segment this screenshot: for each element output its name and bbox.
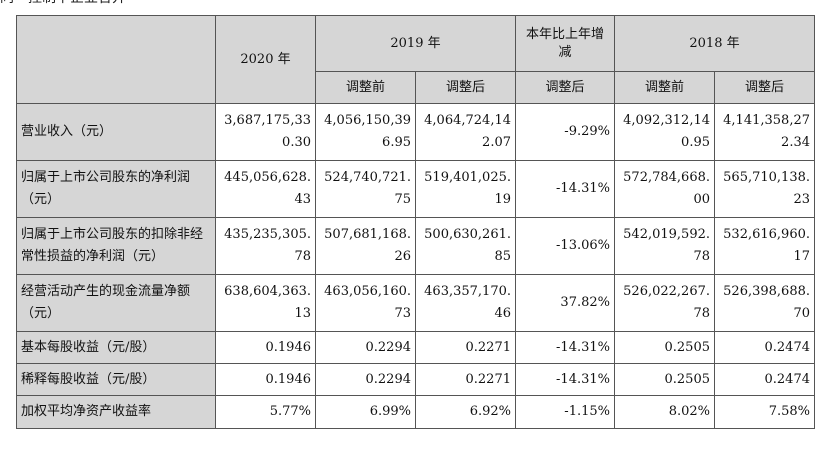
cell-2018-after: 7.58% (714, 395, 815, 429)
cell-2020: 445,056,628.43 (215, 160, 316, 218)
cell-change: -1.15% (515, 395, 615, 429)
table-row: 稀释每股收益（元/股） 0.1946 0.2294 0.2271 -14.31%… (16, 363, 815, 396)
header-label-corner (16, 15, 216, 104)
row-label: 经营活动产生的现金流量净额（元） (16, 274, 216, 332)
cell-2019-before: 0.2294 (315, 363, 416, 396)
table-row: 加权平均净资产收益率 5.77% 6.99% 6.92% -1.15% 8.02… (16, 395, 815, 429)
cell-2020: 5.77% (215, 395, 316, 429)
cell-2019-before: 507,681,168.26 (315, 217, 416, 275)
cell-2018-before: 0.2505 (614, 363, 715, 396)
cell-2020: 0.1946 (215, 363, 316, 396)
cell-2018-after: 4,141,358,272.34 (714, 103, 815, 161)
header-2018-before: 调整前 (614, 71, 715, 104)
header-2020: 2020 年 (215, 15, 316, 104)
header-2019: 2019 年 (315, 15, 516, 72)
table-row: 归属于上市公司股东的扣除非经常性损益的净利润（元） 435,235,305.78… (16, 217, 815, 275)
cell-2018-before: 8.02% (614, 395, 715, 429)
cell-change: 37.82% (515, 274, 615, 332)
cell-2018-before: 542,019,592.78 (614, 217, 715, 275)
cell-2019-after: 4,064,724,142.07 (415, 103, 516, 161)
section-caption: 同一控制下企业合并 (0, 0, 126, 8)
header-2018: 2018 年 (614, 15, 815, 72)
cell-change: -14.31% (515, 363, 615, 396)
cell-2020: 638,604,363.13 (215, 274, 316, 332)
header-2019-before: 调整前 (315, 71, 416, 104)
cell-2020: 3,687,175,330.30 (215, 103, 316, 161)
cell-2018-before: 572,784,668.00 (614, 160, 715, 218)
cell-2019-before: 524,740,721.75 (315, 160, 416, 218)
cell-2019-after: 6.92% (415, 395, 516, 429)
cell-change: -14.31% (515, 331, 615, 364)
cell-2020: 0.1946 (215, 331, 316, 364)
financial-summary-table: 2020 年 2019 年 本年比上年增减 2018 年 调整前 调整后 调整后… (16, 15, 815, 429)
row-label: 稀释每股收益（元/股） (16, 363, 216, 396)
header-2019-after: 调整后 (415, 71, 516, 104)
cell-change: -14.31% (515, 160, 615, 218)
table-row: 归属于上市公司股东的净利润（元） 445,056,628.43 524,740,… (16, 160, 815, 218)
cell-2019-after: 519,401,025.19 (415, 160, 516, 218)
table-row: 基本每股收益（元/股） 0.1946 0.2294 0.2271 -14.31%… (16, 331, 815, 364)
cell-2019-after: 0.2271 (415, 363, 516, 396)
cell-2018-after: 532,616,960.17 (714, 217, 815, 275)
cell-2020: 435,235,305.78 (215, 217, 316, 275)
cell-change: -13.06% (515, 217, 615, 275)
cell-2019-before: 0.2294 (315, 331, 416, 364)
cell-2018-after: 526,398,688.70 (714, 274, 815, 332)
row-label: 归属于上市公司股东的扣除非经常性损益的净利润（元） (16, 217, 216, 275)
cell-2018-before: 526,022,267.78 (614, 274, 715, 332)
cell-2018-before: 4,092,312,140.95 (614, 103, 715, 161)
cell-2018-before: 0.2505 (614, 331, 715, 364)
cell-2019-before: 4,056,150,396.95 (315, 103, 416, 161)
row-label: 加权平均净资产收益率 (16, 395, 216, 429)
cell-2019-before: 463,056,160.73 (315, 274, 416, 332)
table-row: 营业收入（元） 3,687,175,330.30 4,056,150,396.9… (16, 103, 815, 161)
cell-2019-after: 463,357,170.46 (415, 274, 516, 332)
cell-2019-after: 0.2271 (415, 331, 516, 364)
cell-2019-after: 500,630,261.85 (415, 217, 516, 275)
row-label: 基本每股收益（元/股） (16, 331, 216, 364)
header-row-1: 2020 年 2019 年 本年比上年增减 2018 年 (16, 15, 815, 104)
row-label: 营业收入（元） (16, 103, 216, 161)
cell-2018-after: 0.2474 (714, 331, 815, 364)
cell-2018-after: 565,710,138.23 (714, 160, 815, 218)
cell-2019-before: 6.99% (315, 395, 416, 429)
header-2018-after: 调整后 (714, 71, 815, 104)
header-row-2: 调整前 调整后 调整后 调整前 调整后 (17, 71, 815, 104)
header-change: 本年比上年增减 (515, 15, 615, 72)
cell-change: -9.29% (515, 103, 615, 161)
header-change-after: 调整后 (515, 71, 615, 104)
table-row: 经营活动产生的现金流量净额（元） 638,604,363.13 463,056,… (16, 274, 815, 332)
row-label: 归属于上市公司股东的净利润（元） (16, 160, 216, 218)
cell-2018-after: 0.2474 (714, 363, 815, 396)
